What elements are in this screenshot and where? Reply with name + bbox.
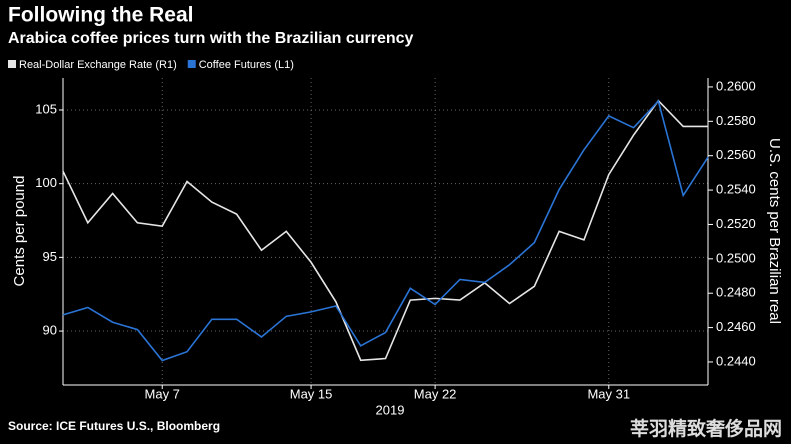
y-tick-label: 90 (43, 322, 57, 337)
y-tick-label: 105 (35, 101, 57, 116)
series-line (62, 99, 709, 362)
y2-tick-label: 0.2480 (716, 285, 756, 300)
x-axis-label: 2019 (376, 402, 405, 417)
y2-tick-label: 0.2580 (716, 113, 756, 128)
y-axis-label: Cents per pound (11, 176, 28, 287)
y-tick-label: 95 (43, 249, 57, 264)
legend-label: Coffee Futures (L1) (199, 59, 294, 71)
watermark: 莘羽精致奢侈品网 (630, 417, 782, 440)
y2-axis-label: U.S. cents per Brazilian real (766, 138, 783, 324)
x-tick-label: May 15 (290, 386, 333, 401)
chart-subtitle: Arabica coffee prices turn with the Braz… (8, 30, 414, 47)
y2-tick-label: 0.2520 (716, 216, 756, 231)
y2-tick-label: 0.2500 (716, 250, 756, 265)
series-line (62, 99, 708, 362)
y2-tick-label: 0.2600 (716, 78, 756, 93)
x-tick-label: May 31 (587, 386, 630, 401)
y2-tick-label: 0.2460 (716, 319, 756, 334)
x-tick-label: May 22 (414, 386, 457, 401)
legend-swatch (187, 60, 196, 68)
y2-tick-label: 0.2440 (716, 353, 756, 368)
y-tick-label: 100 (35, 175, 57, 190)
y2-tick-label: 0.2540 (716, 182, 756, 197)
x-tick-label: May 7 (145, 386, 180, 401)
chart-title: Following the Real (8, 4, 194, 27)
y2-tick-label: 0.2560 (716, 147, 756, 162)
legend-swatch (8, 60, 16, 68)
legend-label: Real-Dollar Exchange Rate (R1) (19, 59, 177, 71)
source: Source: ICE Futures U.S., Bloomberg (8, 419, 220, 433)
